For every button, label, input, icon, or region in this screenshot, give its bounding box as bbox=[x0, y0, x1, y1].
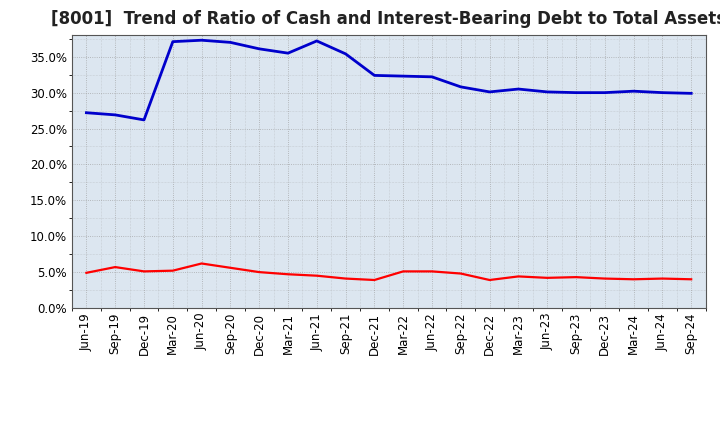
Interest-Bearing Debt bbox=[312, 38, 321, 44]
Interest-Bearing Debt bbox=[485, 89, 494, 95]
Cash bbox=[572, 275, 580, 280]
Cash bbox=[629, 277, 638, 282]
Interest-Bearing Debt bbox=[284, 51, 292, 56]
Interest-Bearing Debt bbox=[82, 110, 91, 115]
Cash bbox=[341, 276, 350, 281]
Interest-Bearing Debt bbox=[629, 88, 638, 94]
Interest-Bearing Debt bbox=[514, 86, 523, 92]
Interest-Bearing Debt bbox=[197, 37, 206, 43]
Cash bbox=[111, 264, 120, 270]
Cash bbox=[312, 273, 321, 279]
Interest-Bearing Debt bbox=[572, 90, 580, 95]
Cash bbox=[399, 269, 408, 274]
Cash bbox=[226, 265, 235, 271]
Cash bbox=[370, 277, 379, 282]
Cash bbox=[168, 268, 177, 273]
Line: Interest-Bearing Debt: Interest-Bearing Debt bbox=[86, 40, 691, 120]
Cash bbox=[82, 270, 91, 275]
Interest-Bearing Debt bbox=[140, 117, 148, 123]
Cash bbox=[485, 277, 494, 282]
Interest-Bearing Debt bbox=[370, 73, 379, 78]
Interest-Bearing Debt bbox=[543, 89, 552, 95]
Cash bbox=[456, 271, 465, 276]
Interest-Bearing Debt bbox=[456, 84, 465, 89]
Interest-Bearing Debt bbox=[226, 40, 235, 45]
Cash bbox=[197, 261, 206, 266]
Interest-Bearing Debt bbox=[111, 112, 120, 117]
Interest-Bearing Debt bbox=[168, 39, 177, 44]
Legend: Cash, Interest-Bearing Debt: Cash, Interest-Bearing Debt bbox=[242, 436, 536, 440]
Interest-Bearing Debt bbox=[341, 51, 350, 56]
Interest-Bearing Debt bbox=[428, 74, 436, 80]
Interest-Bearing Debt bbox=[255, 46, 264, 51]
Interest-Bearing Debt bbox=[687, 91, 696, 96]
Cash bbox=[600, 276, 609, 281]
Cash bbox=[428, 269, 436, 274]
Cash bbox=[140, 269, 148, 274]
Cash bbox=[658, 276, 667, 281]
Cash bbox=[543, 275, 552, 280]
Interest-Bearing Debt bbox=[600, 90, 609, 95]
Interest-Bearing Debt bbox=[658, 90, 667, 95]
Title: [8001]  Trend of Ratio of Cash and Interest-Bearing Debt to Total Assets: [8001] Trend of Ratio of Cash and Intere… bbox=[51, 10, 720, 28]
Cash bbox=[255, 269, 264, 275]
Cash bbox=[284, 271, 292, 277]
Interest-Bearing Debt bbox=[399, 73, 408, 79]
Cash bbox=[687, 277, 696, 282]
Cash bbox=[514, 274, 523, 279]
Line: Cash: Cash bbox=[86, 264, 691, 280]
